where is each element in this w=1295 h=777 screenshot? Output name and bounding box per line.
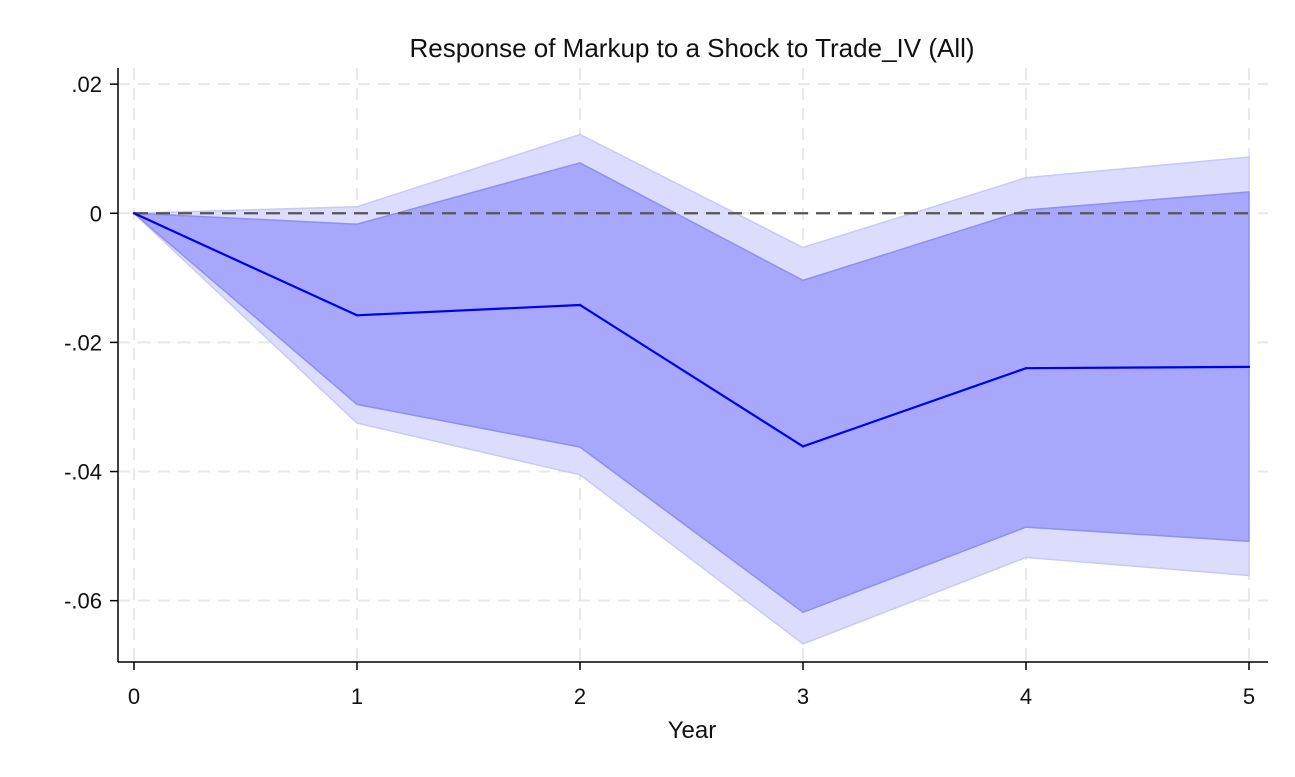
y-tick-label-4: -.06 [64, 589, 102, 614]
confidence-bands [131, 133, 1250, 645]
y-tick-label-1: 0 [90, 201, 102, 226]
irf-estimate [132, 212, 1251, 448]
x-tick-label-0: 0 [128, 684, 140, 709]
x-tick-label-1: 1 [351, 684, 363, 709]
y-tick-label-0: .02 [71, 72, 102, 97]
x-tick-label-2: 2 [574, 684, 586, 709]
x-tick-label-5: 5 [1243, 684, 1255, 709]
axes [117, 68, 1268, 663]
estimate-point-0 [132, 212, 136, 215]
chart-title: Response of Markup to a Shock to Trade_I… [409, 33, 974, 63]
y-axis-ticks: .02 0 -.02 -.04 -.06 [64, 72, 118, 614]
estimate-point-3 [801, 445, 805, 448]
estimate-point-2 [578, 303, 582, 307]
estimate-point-4 [1024, 367, 1028, 370]
estimate-point-1 [355, 314, 359, 317]
estimate-line [133, 212, 1250, 448]
x-axis-title: Year [668, 717, 717, 744]
y-tick-label-3: -.04 [64, 460, 102, 485]
x-axis-ticks: 0 1 2 3 4 5 [128, 662, 1255, 709]
estimate-point-5 [1247, 365, 1251, 369]
y-tick-label-2: -.02 [64, 330, 102, 355]
x-tick-label-4: 4 [1020, 684, 1032, 709]
x-tick-label-3: 3 [797, 684, 809, 709]
